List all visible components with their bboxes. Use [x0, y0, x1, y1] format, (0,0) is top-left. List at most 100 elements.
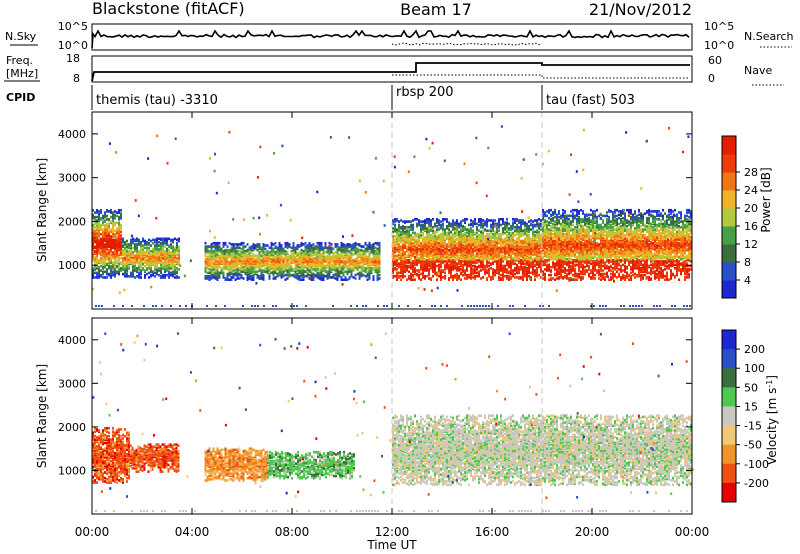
- data-cell: [92, 209, 94, 212]
- data-cell: [424, 227, 426, 230]
- data-cell: [226, 251, 229, 254]
- data-cell: [482, 231, 484, 235]
- data-cell: [146, 246, 148, 250]
- data-cell: [146, 240, 148, 244]
- data-cell: [176, 242, 178, 245]
- data-cell: [392, 239, 394, 243]
- data-cell: [236, 259, 239, 262]
- data-cell: [302, 267, 305, 270]
- data-cell: [100, 273, 102, 277]
- data-cell: [474, 264, 476, 268]
- data-cell: [136, 239, 138, 243]
- data-cell: [434, 265, 436, 269]
- data-cell: [400, 245, 402, 248]
- data-cell: [156, 252, 158, 255]
- data-cell: [204, 274, 207, 278]
- data-cell: [456, 274, 458, 278]
- data-cell: [264, 247, 267, 251]
- data-cell: [426, 259, 428, 262]
- data-cell: [496, 260, 498, 263]
- data-cell: [308, 265, 311, 269]
- data-cell: [344, 260, 347, 263]
- data-cell: [158, 269, 160, 272]
- data-cell: [156, 272, 158, 276]
- data-cell: [152, 255, 154, 259]
- data-cell: [342, 251, 345, 254]
- nsky-label: N.Sky: [5, 30, 37, 43]
- data-cell: [442, 230, 444, 234]
- data-cell: [354, 277, 357, 280]
- data-cell: [288, 262, 291, 265]
- data-cell: [480, 239, 482, 243]
- data-cell: [450, 273, 452, 277]
- data-cell: [398, 274, 400, 278]
- data-cell: [490, 267, 492, 270]
- data-cell: [300, 267, 303, 270]
- data-cell: [408, 240, 410, 244]
- data-cell: [214, 241, 217, 245]
- data-cell: [472, 220, 474, 223]
- data-cell: [480, 264, 482, 268]
- data-cell: [476, 252, 478, 255]
- data-cell: [450, 235, 452, 238]
- data-cell: [172, 238, 174, 242]
- data-cell: [248, 273, 251, 277]
- data-cell: [432, 235, 434, 238]
- data-cell: [500, 235, 502, 238]
- data-cell: [396, 274, 398, 278]
- data-cell: [514, 257, 516, 261]
- data-cell: [460, 228, 462, 231]
- data-cell: [146, 263, 148, 267]
- data-cell: [134, 269, 136, 272]
- data-cell: [478, 264, 480, 268]
- data-cell: [516, 263, 518, 267]
- data-cell: [420, 267, 422, 270]
- data-cell: [474, 243, 476, 246]
- data-cell: [92, 238, 94, 242]
- data-cell: [130, 238, 132, 242]
- data-cell: [484, 264, 486, 268]
- data-cell: [98, 259, 100, 262]
- data-cell: [424, 257, 426, 261]
- data-cell: [110, 230, 112, 234]
- data-cell: [102, 220, 104, 223]
- data-cell: [358, 253, 361, 256]
- data-cell: [508, 245, 510, 248]
- data-cell: [294, 276, 297, 279]
- data-cell: [428, 232, 430, 236]
- data-cell: [224, 248, 227, 252]
- data-cell: [436, 264, 438, 268]
- data-cell: [254, 265, 257, 269]
- data-cell: [140, 276, 142, 279]
- data-cell: [482, 222, 484, 226]
- data-cell: [378, 273, 381, 277]
- data-cell: [454, 262, 456, 265]
- data-cell: [162, 261, 164, 264]
- data-cell: [504, 264, 506, 268]
- data-cell: [404, 220, 406, 223]
- data-cell: [448, 265, 450, 269]
- data-cell: [486, 269, 488, 272]
- data-cell: [430, 244, 432, 247]
- data-cell: [104, 211, 106, 214]
- data-cell: [464, 226, 466, 229]
- data-cell: [370, 246, 373, 250]
- data-cell: [426, 235, 428, 238]
- data-cell: [112, 267, 114, 270]
- data-cell: [268, 272, 271, 276]
- data-cell: [330, 265, 333, 269]
- data-cell: [120, 269, 122, 272]
- data-cell: [110, 269, 112, 272]
- data-cell: [320, 265, 323, 269]
- data-cell: [102, 256, 104, 260]
- data-cell: [98, 272, 100, 276]
- data-cell: [134, 238, 136, 242]
- data-cell: [404, 274, 406, 278]
- data-cell: [374, 270, 377, 273]
- cpid-segment-2: tau (fast) 503: [546, 93, 635, 108]
- data-cell: [436, 249, 438, 253]
- data-cell: [172, 250, 174, 253]
- data-cell: [474, 222, 476, 226]
- data-cell: [118, 270, 120, 274]
- data-cell: [488, 232, 490, 236]
